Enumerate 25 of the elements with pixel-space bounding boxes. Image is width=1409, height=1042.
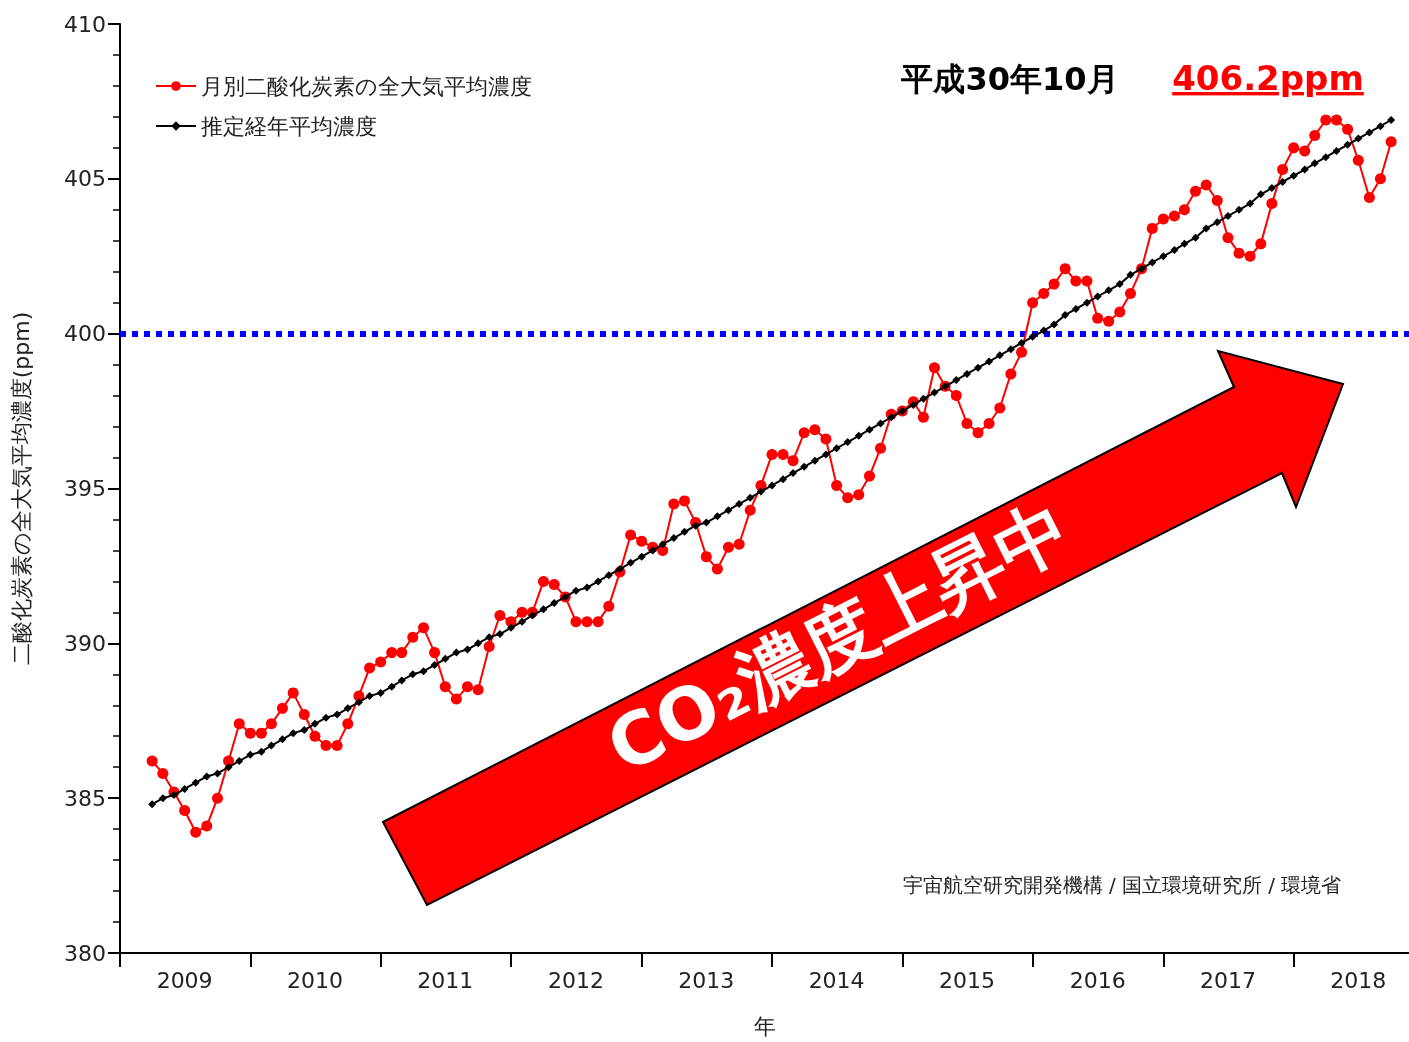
x-tick-label: 2016 (1069, 967, 1126, 993)
y-tick-label: 380 (64, 940, 106, 966)
x-tick-label: 2013 (678, 967, 735, 993)
x-tick-label: 2012 (547, 967, 604, 993)
annotation: 406.2ppm (1172, 58, 1364, 98)
x-tick-label: 2015 (938, 967, 995, 993)
annotation: 平成30年10月 (900, 60, 1119, 98)
x-axis-title: 年 (753, 1013, 776, 1039)
y-tick-label: 400 (64, 321, 106, 347)
y-tick-label: 405 (64, 166, 106, 192)
y-tick-label: 395 (64, 476, 106, 501)
x-tick-label: 2018 (1330, 967, 1387, 993)
x-tick-label: 2009 (156, 967, 213, 993)
x-tick-label: 2017 (1199, 967, 1256, 993)
y-tick-label: 410 (64, 11, 106, 37)
y-tick-label: 390 (64, 630, 106, 656)
annotation: 宇宙航空研究開発機構 / 国立環境研究所 / 環境省 (902, 873, 1342, 897)
y-tick-label: 385 (64, 785, 106, 811)
legend-label: 月別二酸化炭素の全大気平均濃度 (201, 73, 532, 99)
annotation: CO₂濃度上昇中 (594, 486, 1084, 790)
y-axis-title: 二酸化炭素の全大気平均濃度(ppm) (8, 311, 34, 666)
x-tick-label: 2011 (417, 967, 474, 993)
x-tick-label: 2014 (808, 967, 865, 993)
legend-label: 推定経年平均濃度 (201, 113, 377, 139)
x-tick-label: 2010 (286, 967, 343, 993)
